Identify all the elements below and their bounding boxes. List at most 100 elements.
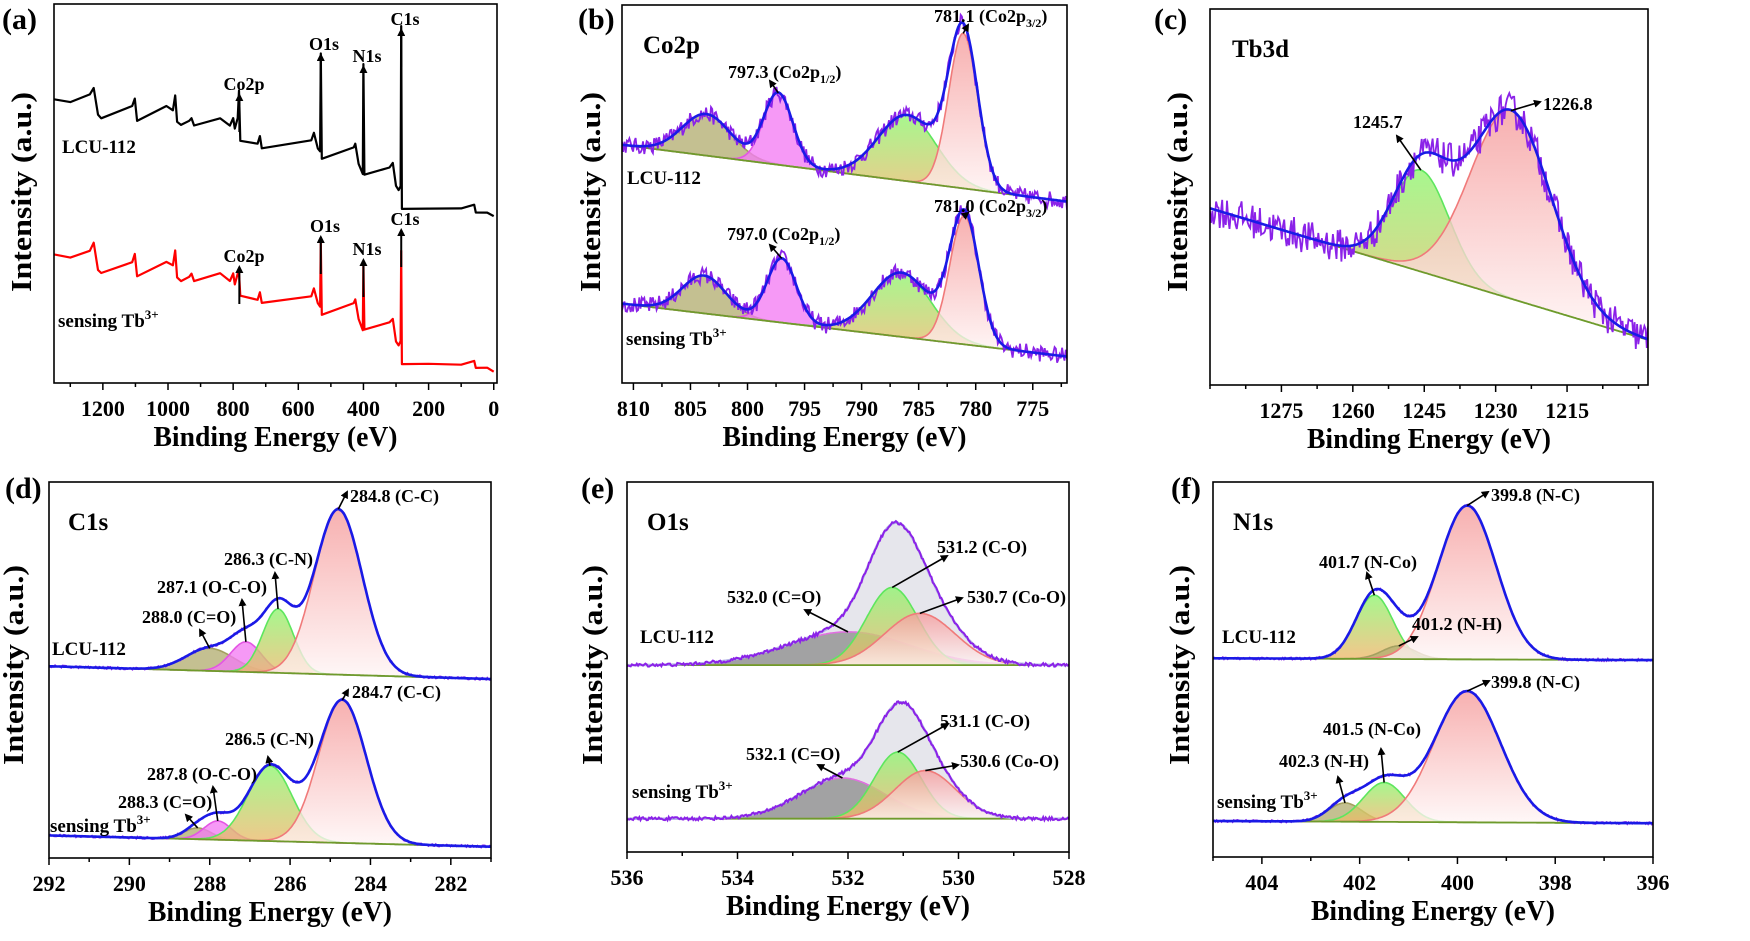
envelope-line [622, 21, 1067, 203]
x-axis-label: Binding Energy (eV) [723, 421, 967, 453]
plot-frame [1209, 8, 1649, 386]
x-tick-label: 536 [611, 865, 644, 890]
plot-frame [53, 3, 498, 384]
annotation-text: 286.5 (C-N) [225, 729, 314, 750]
annotation-arrow [816, 764, 843, 779]
sample-label: sensing Tb3+ [50, 812, 151, 837]
annotation-subscript: 1/2 [819, 234, 834, 248]
annotation-subscript: 3/2 [1026, 206, 1041, 220]
component-fill [622, 215, 1067, 357]
annotation-text: 530.7 (Co-O) [967, 587, 1066, 608]
sample-label-text: sensing Tb [1217, 792, 1304, 813]
peak-label: C1s [390, 209, 419, 229]
envelope-line [49, 507, 491, 681]
x-axis-label: Binding Energy (eV) [148, 896, 392, 928]
annotation-subscript: 3/2 [1026, 16, 1041, 30]
x-tick-label: 810 [617, 396, 650, 421]
annotation-arrow [271, 571, 280, 610]
sample-label: LCU-112 [1222, 627, 1296, 648]
raw-spectrum-line [622, 205, 1067, 364]
peak-annotation: 1226.8 [1543, 94, 1593, 114]
annotation-arrow [341, 688, 349, 701]
annotation-text: 781.0 (Co2p [934, 196, 1026, 217]
x-axis-label: Binding Energy (eV) [1307, 423, 1551, 455]
sample-label-text: sensing Tb [626, 329, 713, 350]
annotation-text: 287.1 (O-C-O) [157, 577, 267, 598]
background-line [622, 302, 1067, 358]
panel-title: N1s [1233, 509, 1274, 536]
x-tick-label: 1275 [1259, 398, 1303, 423]
annotation-arrow [209, 785, 219, 822]
peak-annotation: 797.0 (Co2p1/2) [727, 224, 840, 248]
annotation-text: 1226.8 [1543, 94, 1593, 114]
sample-label: sensing Tb3+ [632, 778, 733, 803]
peak-annotation: 399.8 (N-C) [1491, 485, 1580, 506]
sample-label-superscript: 3+ [145, 307, 159, 322]
peak-annotation: 287.8 (O-C-O) [147, 764, 257, 785]
peak-label: N1s [352, 239, 381, 259]
peak-annotation: 402.3 (N-H) [1279, 751, 1369, 772]
survey-spectrum-line [54, 25, 495, 218]
annotation-text: 532.0 (C=O) [727, 587, 821, 608]
annotation-text: 531.1 (C-O) [940, 711, 1030, 732]
component-fill [627, 587, 1069, 666]
peak-label: O1s [309, 34, 339, 54]
x-tick-label: 400 [347, 396, 380, 421]
x-tick-label: 1200 [81, 396, 125, 421]
x-tick-label: 532 [832, 865, 865, 890]
peak-annotation: 532.0 (C=O) [727, 587, 821, 608]
panel-letter: (c) [1154, 3, 1187, 36]
annotation-text: 532.1 (C=O) [746, 744, 840, 765]
peak-annotation: 531.1 (C-O) [940, 711, 1030, 732]
annotation-arrow [1466, 490, 1490, 507]
x-tick-label: 775 [1016, 396, 1049, 421]
x-axis-label: Binding Energy (eV) [1311, 895, 1555, 927]
sample-label: LCU-112 [627, 168, 701, 189]
annotation-text: 287.8 (O-C-O) [147, 764, 257, 785]
x-tick-label: 400 [1441, 870, 1474, 895]
sample-label: sensing Tb3+ [626, 325, 727, 350]
peak-annotation: 401.7 (N-Co) [1319, 552, 1417, 573]
annotation-text: 530.6 (Co-O) [960, 751, 1059, 772]
plot-area [1213, 503, 1653, 826]
y-axis-label: Intensity (a.u.) [577, 565, 609, 765]
sample-label-superscript: 3+ [137, 812, 151, 827]
annotation-text: 284.7 (C-C) [352, 682, 441, 703]
plot-frame [48, 481, 492, 859]
plot-area [1210, 90, 1648, 350]
sample-label-text: LCU-112 [52, 639, 126, 660]
component-fill [627, 770, 1069, 819]
annotation-arrow [768, 79, 779, 94]
peak-annotation: 288.0 (C=O) [142, 607, 236, 628]
component-fill [1213, 691, 1653, 824]
annotation-arrow [768, 243, 783, 259]
x-tick-label: 1260 [1331, 398, 1375, 423]
x-tick-label: 290 [113, 871, 146, 896]
x-tick-label: 286 [274, 871, 307, 896]
x-tick-label: 800 [217, 396, 250, 421]
x-tick-label: 530 [942, 865, 975, 890]
sample-label-text: LCU-112 [640, 627, 714, 648]
peak-label: N1s [352, 46, 381, 66]
envelope-line [1213, 689, 1653, 825]
annotation-text: 284.8 (C-C) [350, 486, 439, 507]
annotation-text: 402.3 (N-H) [1279, 751, 1369, 772]
peak-label: Co2p [223, 246, 264, 266]
component-fill [627, 613, 1069, 666]
annotation-arrow [919, 596, 964, 615]
component-fill [627, 778, 1069, 819]
annotation-arrow [897, 723, 950, 753]
annotation-text: 401.5 (N-Co) [1323, 719, 1421, 740]
sample-label-text: sensing Tb [632, 782, 719, 803]
plot-area [49, 507, 491, 849]
plot-area [54, 25, 495, 373]
x-tick-label: 292 [33, 871, 66, 896]
annotation-arrow [1510, 99, 1542, 112]
envelope-line [1210, 108, 1648, 341]
x-tick-label: 284 [354, 871, 387, 896]
panel-f: LCU-112 401.7 (N-Co) 401.2 (N-H) 399.8 (N-C… [1164, 472, 1670, 927]
x-tick-label: 1245 [1402, 398, 1446, 423]
x-axis-label: Binding Energy (eV) [726, 890, 970, 922]
panel-title: C1s [68, 509, 109, 536]
raw-spectrum-line [1210, 90, 1648, 350]
